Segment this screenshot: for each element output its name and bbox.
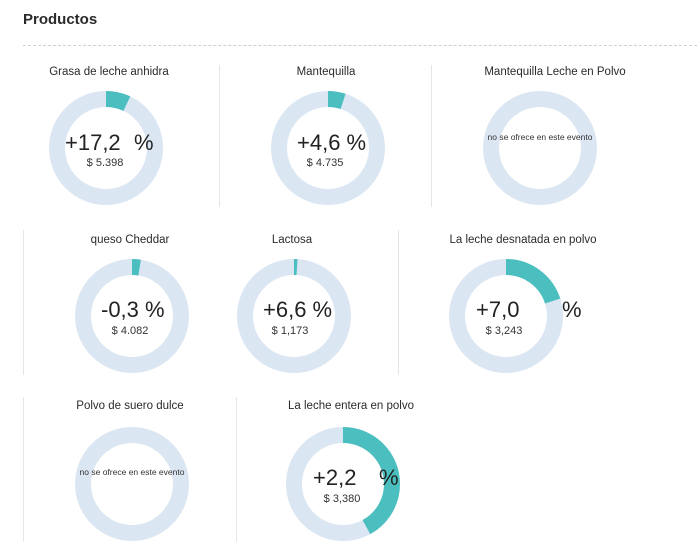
empty-donut [74, 426, 190, 542]
product-name: Lactosa [271, 234, 313, 246]
progress-donut [74, 258, 190, 374]
donut-svg [49, 91, 163, 205]
donut-svg [75, 259, 189, 373]
not-offered-note: no se ofrece en este evento [79, 467, 185, 477]
donut-track [483, 91, 597, 205]
progress-donut [48, 90, 164, 206]
donut-progress-arc [49, 91, 163, 205]
price-label: $ 5.398 [86, 157, 124, 169]
page-title: Productos [23, 11, 98, 28]
column-divider [219, 65, 220, 207]
percent-change: +7,0 [476, 297, 520, 322]
product-name: La leche desnatada en polvo [449, 234, 597, 246]
column-divider [398, 230, 399, 375]
donut-progress-arc [271, 91, 385, 205]
price-label: $ 4.082 [111, 325, 149, 337]
donut-progress-arc [237, 259, 351, 373]
percent-change: +6,6 % [263, 297, 333, 322]
column-divider [23, 230, 24, 375]
donut-progress-arc [75, 259, 189, 373]
donut-svg [271, 91, 385, 205]
column-divider [23, 397, 24, 542]
donut-svg [286, 427, 400, 541]
progress-donut [448, 258, 564, 374]
title-divider [23, 45, 697, 46]
percent-change: +2,2 [313, 465, 357, 490]
product-name: La leche entera en polvo [288, 400, 414, 412]
product-name: Polvo de suero dulce [76, 400, 184, 412]
donut-progress-arc [286, 427, 400, 541]
product-name: Mantequilla [296, 66, 356, 78]
product-name: Mantequilla Leche en Polvo [484, 66, 626, 78]
percent-change: -0,3 % [101, 297, 165, 322]
percent-sign: % [562, 297, 582, 322]
product-name: Grasa de leche anhidra [49, 66, 169, 78]
price-label: $ 1,173 [271, 325, 309, 337]
percent-change: +17,2 [65, 130, 121, 155]
percent-sign: % [134, 130, 154, 155]
donut-progress-arc [449, 259, 563, 373]
column-divider [236, 397, 237, 542]
progress-donut [285, 426, 401, 542]
donut-svg [449, 259, 563, 373]
percent-change: +4,6 % [297, 130, 367, 155]
not-offered-note: no se ofrece en este evento [487, 132, 593, 142]
price-label: $ 3,380 [323, 493, 361, 505]
column-divider [431, 65, 432, 207]
progress-donut [270, 90, 386, 206]
price-label: $ 4.735 [306, 157, 344, 169]
price-label: $ 3,243 [485, 325, 523, 337]
progress-donut [236, 258, 352, 374]
donut-svg [75, 427, 189, 541]
donut-track [75, 427, 189, 541]
percent-sign: % [379, 465, 399, 490]
product-name: queso Cheddar [90, 234, 170, 246]
donut-svg [483, 91, 597, 205]
empty-donut [482, 90, 598, 206]
donut-svg [237, 259, 351, 373]
